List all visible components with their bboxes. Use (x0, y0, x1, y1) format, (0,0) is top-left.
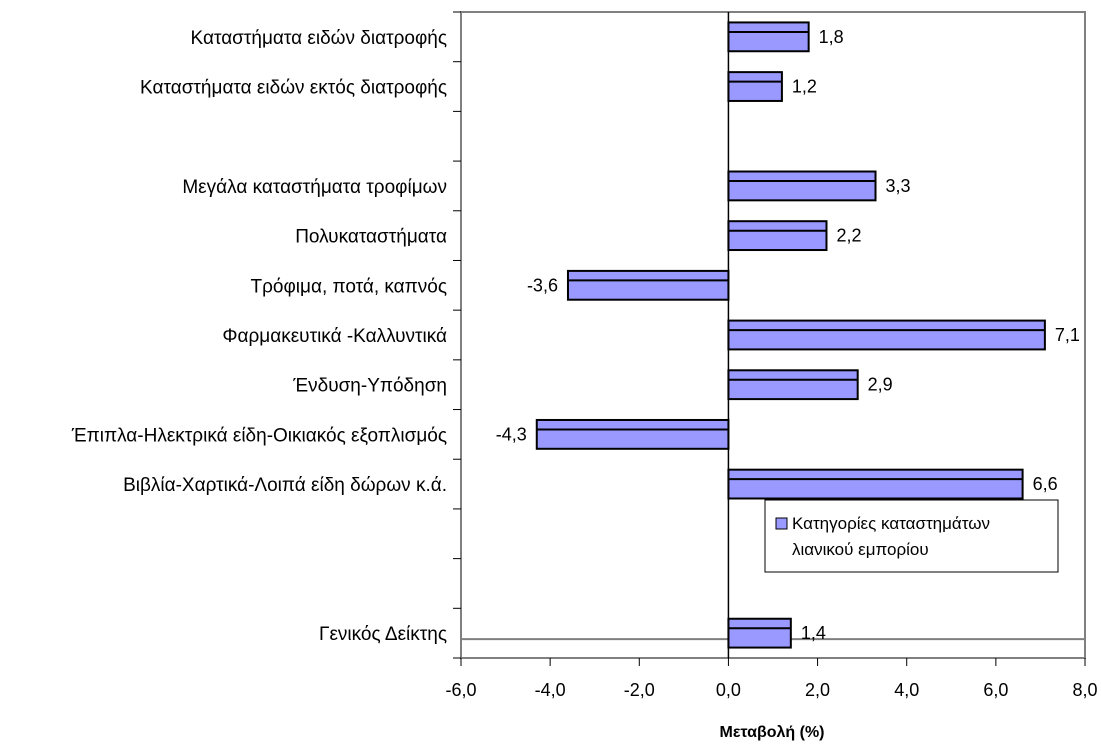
legend-swatch (776, 518, 787, 529)
bar (728, 619, 790, 648)
category-label: Γενικός Δείκτης (319, 624, 447, 645)
data-label: -4,3 (496, 424, 527, 444)
category-label: Τρόφιμα, ποτά, καπνός (250, 276, 447, 297)
x-axis-title: Μεταβολή (%) (720, 724, 825, 741)
legend-label-line-2: λιανικού εμπορίου (792, 540, 929, 559)
category-label: Πολυκαταστήματα (295, 227, 447, 248)
bar (728, 321, 1044, 350)
bar (537, 420, 729, 449)
legend-label-line-1: Κατηγορίες καταστημάτων (792, 514, 990, 533)
data-label: 7,1 (1055, 325, 1080, 345)
data-label: 2,9 (868, 375, 893, 395)
category-label: Ένδυση-Υπόδηση (292, 376, 447, 397)
x-tick-label: 4,0 (894, 680, 919, 700)
bar (728, 22, 808, 51)
bar (568, 271, 728, 300)
x-tick-label: -2,0 (624, 680, 655, 700)
data-label: 1,4 (801, 623, 826, 643)
x-tick-label: 8,0 (1072, 680, 1097, 700)
bar (728, 221, 826, 250)
category-label: Καταστήματα ειδών διατροφής (191, 28, 447, 49)
legend: Κατηγορίες καταστημάτων λιανικού εμπορίο… (765, 500, 1058, 572)
x-tick-label: 6,0 (983, 680, 1008, 700)
x-tick-label: 2,0 (805, 680, 830, 700)
category-label: Καταστήματα ειδών εκτός διατροφής (140, 78, 447, 99)
category-label: Φαρμακευτικά -Καλλυντικά (222, 326, 447, 347)
bar (728, 172, 875, 201)
bar (728, 370, 857, 399)
data-label: 6,6 (1033, 474, 1058, 494)
category-label: Μεγάλα καταστήματα τροφίμων (182, 177, 447, 198)
bar (728, 470, 1022, 499)
category-label: Έπιπλα-Ηλεκτρικά είδη-Οικιακός εξοπλισμό… (71, 425, 447, 446)
data-label: -3,6 (527, 275, 558, 295)
bar (728, 72, 781, 101)
data-label: 3,3 (886, 176, 911, 196)
x-tick-label: -6,0 (445, 680, 476, 700)
data-label: 1,2 (792, 77, 817, 97)
category-label: Βιβλία-Χαρτικά-Λοιπά είδη δώρων κ.ά. (123, 475, 447, 496)
x-tick-label: 0,0 (716, 680, 741, 700)
data-label: 1,8 (819, 27, 844, 47)
legend-box (765, 500, 1058, 572)
x-tick-label: -4,0 (535, 680, 566, 700)
data-label: 2,2 (836, 226, 861, 246)
